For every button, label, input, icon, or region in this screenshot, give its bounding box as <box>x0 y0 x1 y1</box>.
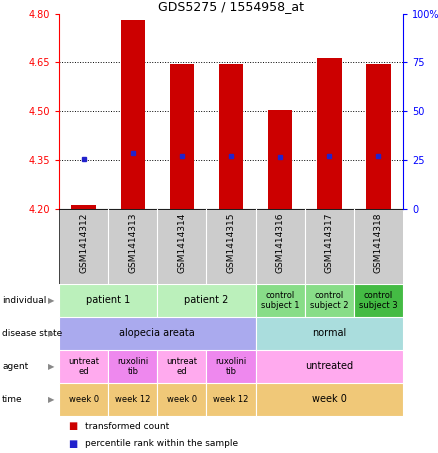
Bar <box>305 284 354 317</box>
Text: normal: normal <box>312 328 346 338</box>
Text: ▶: ▶ <box>48 362 55 371</box>
Text: control
subject 1: control subject 1 <box>261 290 300 310</box>
Text: ▶: ▶ <box>48 296 55 305</box>
Text: ■: ■ <box>68 421 77 431</box>
Bar <box>256 350 403 383</box>
Text: GSM1414315: GSM1414315 <box>226 212 236 273</box>
Bar <box>157 350 206 383</box>
Bar <box>219 64 244 209</box>
Bar <box>354 284 403 317</box>
Bar <box>268 110 293 209</box>
Bar <box>108 383 157 416</box>
Bar <box>71 206 96 209</box>
Text: agent: agent <box>2 362 28 371</box>
Bar <box>59 350 108 383</box>
Text: week 0: week 0 <box>167 395 197 404</box>
Text: GSM1414313: GSM1414313 <box>128 212 137 273</box>
Text: transformed count: transformed count <box>85 422 170 431</box>
Text: week 0: week 0 <box>69 395 99 404</box>
Text: untreat
ed: untreat ed <box>166 357 198 376</box>
Bar <box>59 284 157 317</box>
Bar <box>170 64 194 209</box>
Title: GDS5275 / 1554958_at: GDS5275 / 1554958_at <box>158 0 304 13</box>
Text: GSM1414316: GSM1414316 <box>276 212 285 273</box>
Bar <box>157 284 256 317</box>
Text: GSM1414314: GSM1414314 <box>177 212 187 273</box>
Text: time: time <box>2 395 23 404</box>
Bar <box>256 284 305 317</box>
Text: week 0: week 0 <box>312 394 347 404</box>
Text: ▶: ▶ <box>48 329 55 338</box>
Text: control
subject 2: control subject 2 <box>310 290 349 310</box>
Text: ruxolini
tib: ruxolini tib <box>215 357 247 376</box>
Bar <box>256 383 403 416</box>
Text: untreated: untreated <box>305 361 353 371</box>
Text: patient 1: patient 1 <box>86 295 131 305</box>
Text: disease state: disease state <box>2 329 63 338</box>
Text: week 12: week 12 <box>115 395 151 404</box>
Bar <box>157 383 206 416</box>
Text: GSM1414317: GSM1414317 <box>325 212 334 273</box>
Text: percentile rank within the sample: percentile rank within the sample <box>85 439 239 448</box>
Bar <box>59 383 108 416</box>
Bar <box>108 350 157 383</box>
Bar <box>256 317 403 350</box>
Text: ■: ■ <box>68 439 77 449</box>
Text: alopecia areata: alopecia areata <box>120 328 195 338</box>
Bar <box>59 317 256 350</box>
Bar <box>366 64 391 209</box>
Text: GSM1414312: GSM1414312 <box>79 212 88 273</box>
Text: individual: individual <box>2 296 46 305</box>
Text: untreat
ed: untreat ed <box>68 357 99 376</box>
Bar <box>317 58 342 209</box>
Text: ▶: ▶ <box>48 395 55 404</box>
Text: week 12: week 12 <box>213 395 249 404</box>
Bar <box>206 350 256 383</box>
Text: GSM1414318: GSM1414318 <box>374 212 383 273</box>
Text: control
subject 3: control subject 3 <box>359 290 398 310</box>
Text: patient 2: patient 2 <box>184 295 229 305</box>
Bar <box>120 20 145 209</box>
Text: ruxolini
tib: ruxolini tib <box>117 357 148 376</box>
Bar <box>206 383 256 416</box>
